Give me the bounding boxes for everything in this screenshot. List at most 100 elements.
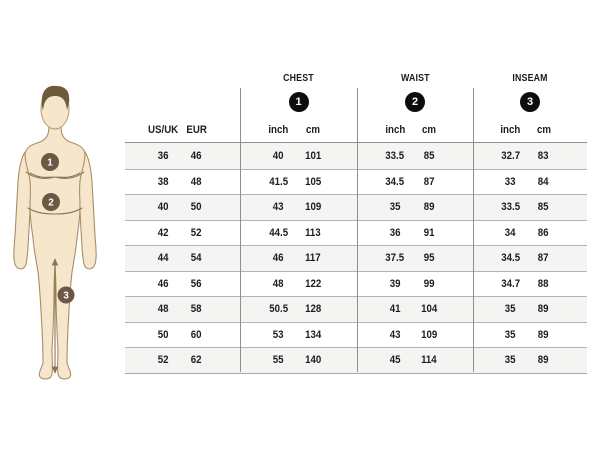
cell-us-uk: 40 <box>157 201 169 214</box>
cell-inseam-inch: 35 <box>505 354 516 367</box>
eur-column-header: EUR <box>186 124 207 136</box>
cell-us-uk: 50 <box>157 328 169 341</box>
cell-inseam-cm: 89 <box>538 354 549 367</box>
cell-inseam-cm: 83 <box>538 149 549 162</box>
cell-chest-inch: 40 <box>272 149 284 162</box>
cell-waist-cm: 99 <box>423 277 435 290</box>
table-row: 50 60 53 134 43 109 35 89 <box>125 321 587 348</box>
cell-waist-inch: 43 <box>389 328 401 341</box>
inseam-label: INSEAM <box>512 72 548 84</box>
cell-waist-inch: 35 <box>389 201 401 214</box>
cell-waist-inch: 39 <box>389 277 401 290</box>
chest-cm-header: cm <box>305 124 320 136</box>
size-chart-table: US/UK EUR CHEST 1 inch cm WAIST <box>125 68 587 374</box>
cell-inseam-inch: 35 <box>505 328 516 341</box>
cell-waist-cm: 85 <box>423 149 435 162</box>
cell-chest-inch: 53 <box>272 328 284 341</box>
cell-chest-inch: 50.5 <box>268 303 288 316</box>
cell-inseam-inch: 34 <box>505 226 516 239</box>
inseam-inch-header: inch <box>500 124 521 136</box>
chest-column-group: CHEST 1 inch cm <box>240 68 357 142</box>
table-header: US/UK EUR CHEST 1 inch cm WAIST <box>125 68 587 142</box>
cell-chest-cm: 134 <box>304 328 321 341</box>
table-row: 48 58 50.5 128 41 104 35 89 <box>125 296 587 322</box>
figure-badge-chest: 1 <box>41 153 59 171</box>
cell-eur: 52 <box>190 226 202 239</box>
svg-text:3: 3 <box>63 291 69 302</box>
cell-inseam-inch: 35 <box>505 303 516 316</box>
cell-inseam-inch: 34.7 <box>501 277 520 290</box>
waist-measure-line <box>27 207 83 215</box>
svg-text:1: 1 <box>47 158 53 169</box>
inseam-arrowhead-down <box>51 366 59 374</box>
cell-inseam-cm: 89 <box>538 328 549 341</box>
cell-inseam-cm: 84 <box>538 175 549 188</box>
cell-chest-inch: 41.5 <box>268 175 288 188</box>
cell-chest-inch: 55 <box>272 354 284 367</box>
cell-chest-cm: 113 <box>304 226 321 239</box>
measure-badge-2: 2 <box>405 92 425 112</box>
cell-eur: 48 <box>190 175 202 188</box>
waist-cm-header: cm <box>422 124 436 136</box>
cell-inseam-inch: 34.5 <box>501 252 520 265</box>
cell-waist-cm: 109 <box>420 328 438 341</box>
cell-eur: 58 <box>190 303 202 316</box>
column-divider <box>473 88 474 372</box>
cell-chest-cm: 101 <box>304 149 321 162</box>
cell-chest-cm: 105 <box>304 175 321 188</box>
waist-label: WAIST <box>400 72 430 84</box>
cell-inseam-cm: 85 <box>538 201 549 214</box>
cell-chest-inch: 43 <box>272 201 284 214</box>
cell-waist-inch: 33.5 <box>385 149 405 162</box>
cell-waist-cm: 104 <box>420 303 438 316</box>
cell-us-uk: 38 <box>157 175 169 188</box>
cell-eur: 60 <box>190 328 202 341</box>
table-row: 40 50 43 109 35 89 33.5 85 <box>125 194 587 220</box>
cell-waist-inch: 36 <box>389 226 401 239</box>
cell-waist-cm: 87 <box>423 175 435 188</box>
chest-label: CHEST <box>283 72 314 84</box>
column-divider <box>240 88 241 372</box>
waist-column-group: WAIST 2 inch cm <box>357 68 473 142</box>
table-row: 38 48 41.5 105 34.5 87 33 84 <box>125 168 587 195</box>
cell-inseam-cm: 89 <box>538 303 549 316</box>
chest-measure-line <box>25 171 85 179</box>
hair <box>41 85 70 111</box>
cell-us-uk: 36 <box>157 149 169 162</box>
table-row: 44 54 46 117 37.5 95 34.5 87 <box>125 245 587 271</box>
table-row: 46 56 48 122 39 99 34.7 88 <box>125 270 587 297</box>
cell-waist-cm: 114 <box>421 354 437 367</box>
figure-badge-inseam: 3 <box>57 286 75 304</box>
cell-eur: 46 <box>190 149 202 162</box>
cell-inseam-inch: 33 <box>505 175 516 188</box>
cell-inseam-inch: 33.5 <box>501 201 520 214</box>
column-divider <box>357 88 358 372</box>
cell-waist-inch: 45 <box>389 354 401 367</box>
cell-us-uk: 52 <box>157 354 169 367</box>
measure-badge-1: 1 <box>288 92 309 112</box>
cell-chest-inch: 46 <box>272 252 284 265</box>
cell-eur: 54 <box>190 252 202 265</box>
cell-us-uk: 46 <box>157 277 169 290</box>
cell-inseam-cm: 88 <box>538 277 549 290</box>
cell-chest-cm: 117 <box>304 252 321 265</box>
cell-waist-cm: 95 <box>423 252 435 265</box>
table-body: 36 46 40 101 33.5 85 32.7 83 38 48 41.5 105 34.5 87 33… <box>125 142 587 374</box>
cell-waist-inch: 37.5 <box>385 252 405 265</box>
cell-eur: 50 <box>190 201 202 214</box>
cell-inseam-cm: 86 <box>538 226 549 239</box>
cell-us-uk: 42 <box>157 226 169 239</box>
cell-chest-cm: 140 <box>304 354 321 367</box>
inseam-arrowhead-up <box>51 258 59 266</box>
cell-us-uk: 48 <box>157 303 169 316</box>
measure-badge-3: 3 <box>520 92 540 112</box>
cell-us-uk: 44 <box>157 252 169 265</box>
us-uk-column-header: US/UK <box>147 124 178 136</box>
cell-eur: 56 <box>190 277 202 290</box>
cell-chest-cm: 122 <box>304 277 321 290</box>
inseam-column-group: INSEAM 3 inch cm <box>473 68 587 142</box>
waist-inch-header: inch <box>385 124 405 136</box>
cell-waist-cm: 89 <box>423 201 435 214</box>
cell-chest-cm: 128 <box>304 303 321 316</box>
